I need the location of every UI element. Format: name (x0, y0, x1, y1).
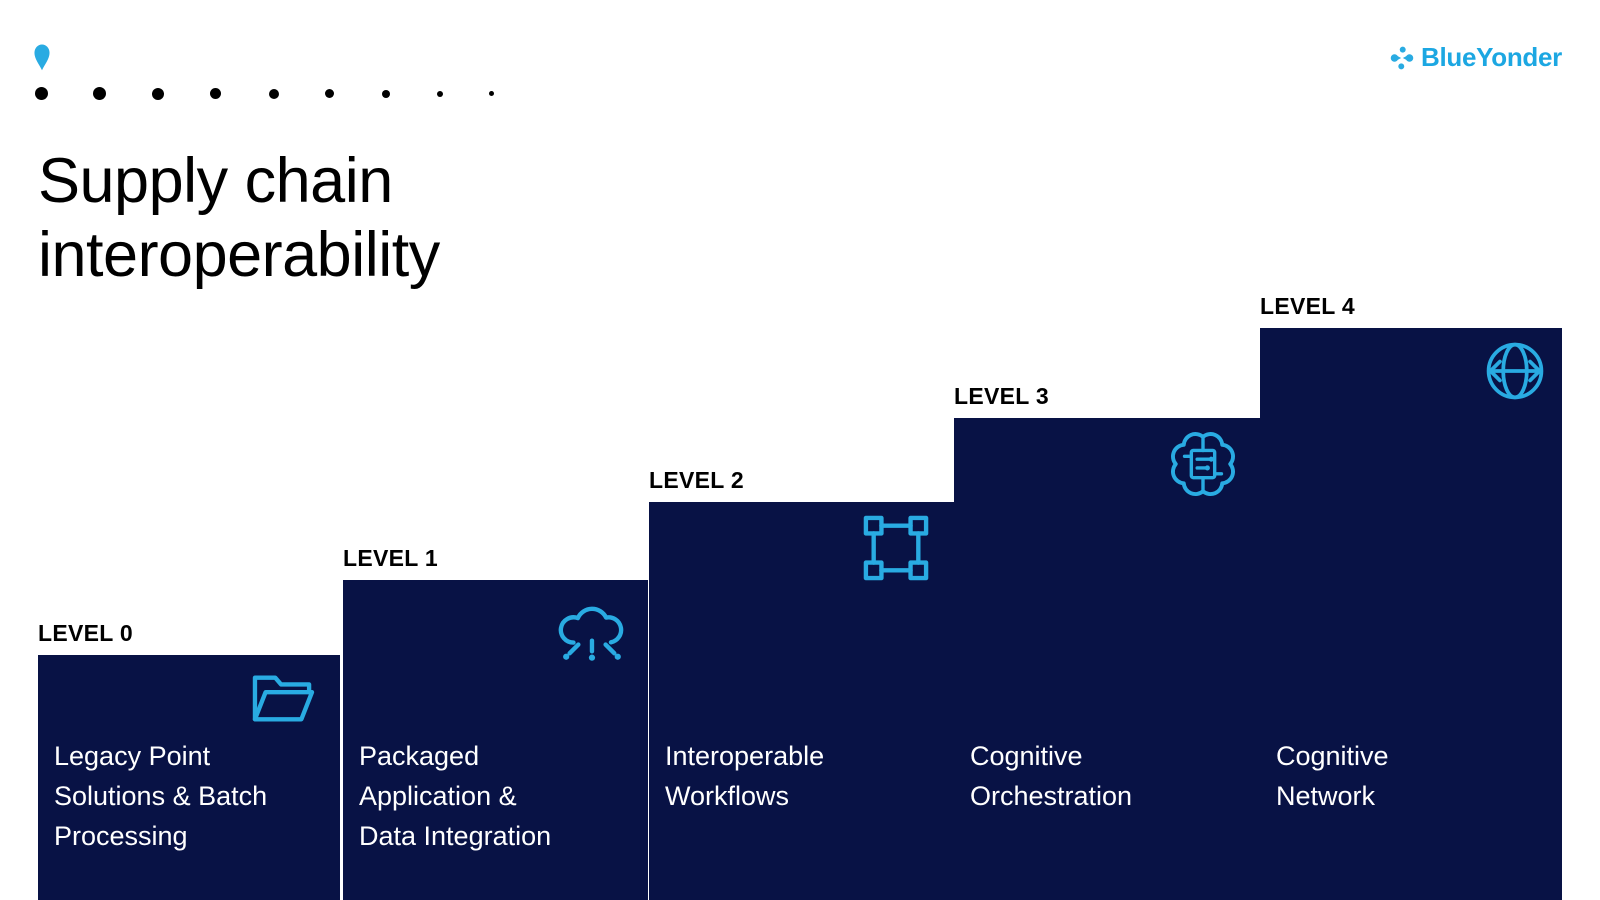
progress-dot (269, 89, 279, 99)
blueyonder-mark-icon (1389, 45, 1415, 71)
progress-dot (93, 87, 106, 100)
level-0-title: Legacy Point Solutions & Batch Processin… (54, 741, 268, 851)
blueyonder-logo: BlueYonder (1389, 42, 1562, 73)
level-3-label: LEVEL 3 (954, 383, 1049, 409)
level-3-bar: Cognitive Orchestration (954, 418, 1260, 900)
level-0-label: LEVEL 0 (38, 620, 133, 646)
progress-dot (437, 91, 443, 97)
progress-dot (382, 90, 390, 98)
progress-dot (489, 91, 494, 96)
page-title: Supply chain interoperability (38, 144, 440, 292)
level-4-bar: Cognitive Network (1260, 328, 1562, 900)
open-folder-icon (248, 669, 318, 727)
level-4-title: Cognitive Network (1276, 741, 1389, 811)
level-1-bar: Packaged Application & Data Integration (343, 580, 648, 900)
title-line-2: interoperability (38, 220, 440, 290)
globe-network-icon (1482, 338, 1548, 404)
level-2-bar: Interoperable Workflows (649, 502, 954, 900)
level-2-label: LEVEL 2 (649, 467, 744, 493)
level-3-title: Cognitive Orchestration (970, 741, 1133, 811)
connected-nodes-icon (863, 515, 929, 581)
progress-dot (152, 88, 164, 100)
level-0-bar: Legacy Point Solutions & Batch Processin… (38, 655, 340, 900)
brain-chip-icon (1168, 429, 1238, 503)
cloud-integration-icon (552, 592, 630, 664)
level-1-title: Packaged Application & Data Integration (359, 741, 552, 851)
progress-dot (210, 88, 221, 99)
level-2-title: Interoperable Workflows (665, 741, 825, 811)
logo-text: BlueYonder (1421, 42, 1562, 72)
progress-dot (325, 89, 334, 98)
progress-dot (35, 87, 48, 100)
level-1-label: LEVEL 1 (343, 545, 438, 571)
teardrop-marker-icon (34, 44, 50, 72)
title-line-1: Supply chain (38, 146, 393, 216)
level-4-label: LEVEL 4 (1260, 293, 1355, 319)
